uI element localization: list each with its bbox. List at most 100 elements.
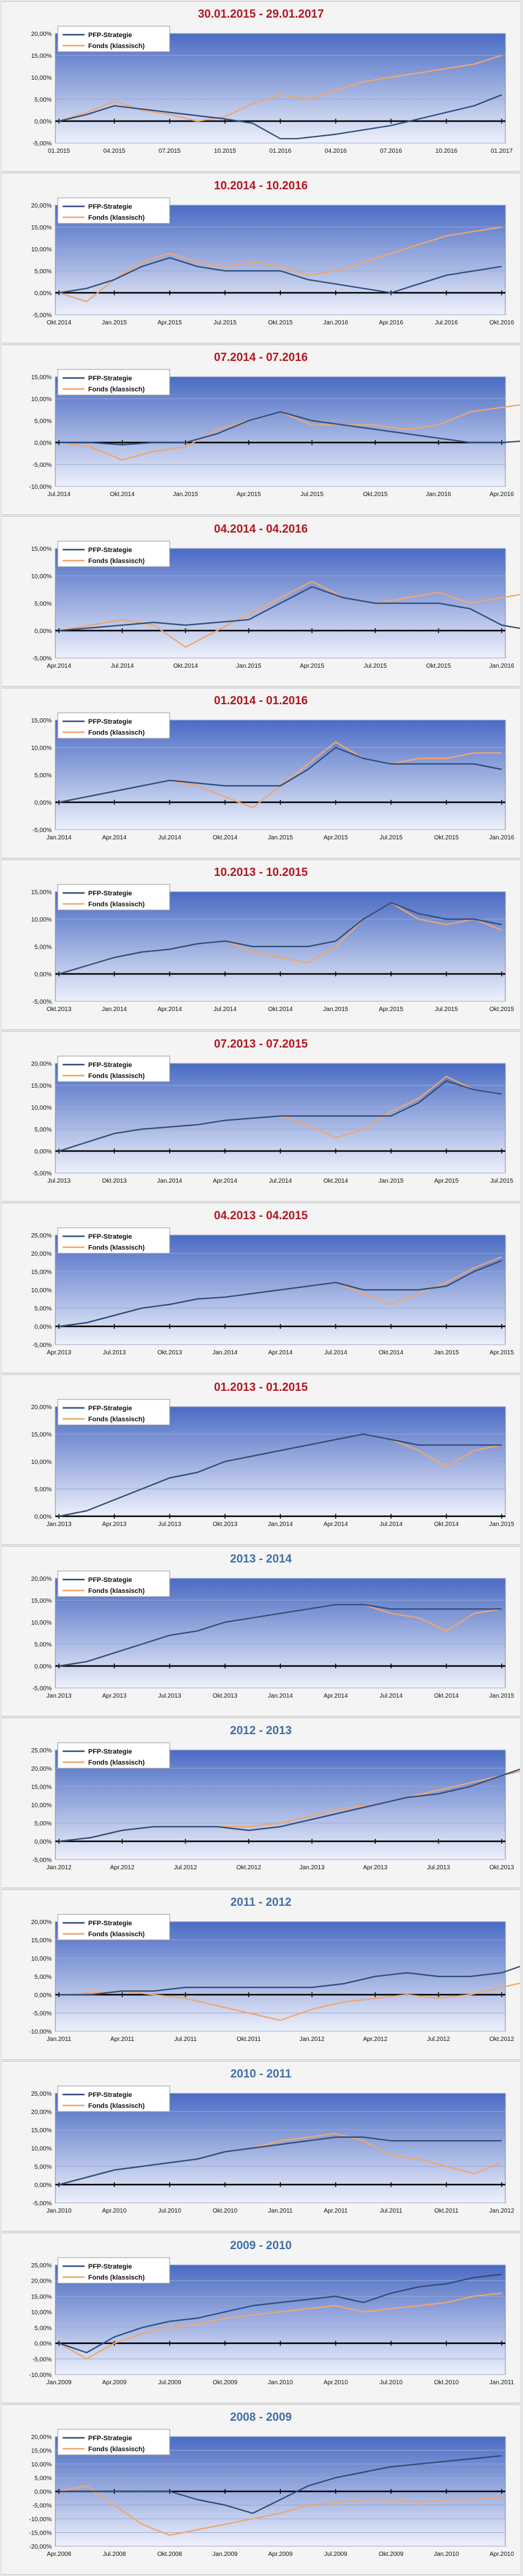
chart-svg: -20,00% -15,00% -10,00% -5,00% 0,00% 5,00% 10,… (29, 2429, 514, 2558)
y-tick-label: 0,00% (35, 971, 52, 978)
x-tick-label: Jan.2015 (102, 320, 127, 326)
y-tick-label: -5,00% (32, 141, 52, 147)
x-tick-label: Jul.2014 (379, 1693, 403, 1699)
legend-label: PFP-Strategie (88, 375, 132, 382)
x-tick-label: Jan.2015 (173, 491, 198, 498)
legend-label: Fonds (klassisch) (88, 729, 145, 737)
x-tick-label: Apr.2009 (102, 2379, 126, 2386)
x-tick-label: Jan.2009 (46, 2379, 72, 2386)
x-tick-label: Okt.2016 (490, 320, 514, 326)
x-tick-label: Apr.2014 (213, 1178, 237, 1185)
y-tick-label: -5,00% (32, 2200, 52, 2207)
legend-box (57, 1055, 170, 1082)
y-tick-label: 10,00% (31, 1459, 52, 1466)
chart-title: 2010 - 2011 (230, 2068, 292, 2081)
chart-panel: 2013 - 2014 -5,00% 0,00% 5,00% 10,00% 15,00% 2… (2, 1546, 520, 1717)
x-tick-label: Jan.2014 (157, 1178, 182, 1185)
chart-svg: -5,00% 0,00% 5,00% 10,00% 15,00% Apr.2014 Jul.… (31, 541, 520, 670)
y-tick-label: 5,00% (35, 772, 52, 779)
x-tick-label: Jan.2012 (299, 2036, 325, 2043)
x-tick-label: Jan.2014 (46, 835, 72, 841)
y-tick-label: 15,00% (31, 374, 52, 381)
x-tick-label: Jul.2014 (47, 491, 71, 498)
chart-svg: -5,00% 0,00% 5,00% 10,00% 15,00% 20,00% 25,00%… (31, 1742, 520, 1871)
x-tick-label: Okt.2013 (102, 1178, 127, 1185)
series-line-pfp-strategie (58, 94, 502, 139)
x-tick-label: Okt.2014 (173, 663, 198, 670)
y-tick-label: 10,00% (31, 745, 52, 752)
x-tick-label: 04.2016 (325, 148, 347, 155)
series-line-pfp-strategie (58, 1433, 502, 1517)
y-tick-label: -5,00% (32, 1342, 52, 1349)
x-tick-label: Apr.2013 (363, 1864, 387, 1871)
x-tick-label: Apr.2014 (102, 835, 126, 841)
x-tick-label: Apr.2014 (268, 1349, 293, 1356)
y-tick-label: 15,00% (31, 2127, 52, 2134)
legend-box (57, 1570, 170, 1597)
y-tick-label: -5,00% (32, 312, 52, 319)
x-tick-label: Jul.2012 (174, 1864, 197, 1871)
legend-label: PFP-Strategie (88, 1405, 132, 1412)
x-tick-label: Apr.2014 (47, 663, 71, 670)
x-tick-label: Jul.2015 (435, 1006, 458, 1013)
y-tick-label: -5,00% (32, 2011, 52, 2017)
y-tick-label: 0,00% (35, 800, 52, 807)
legend: PFP-Strategie Fonds (klassisch) (57, 1914, 170, 1941)
x-tick-label: Okt.2011 (237, 2036, 261, 2043)
x-tick-label: Apr.2009 (268, 2551, 293, 2558)
y-tick-label: 0,00% (35, 2182, 52, 2189)
x-tick-label: Okt.2013 (213, 1693, 238, 1699)
chart-panel: 04.2013 - 04.2015 -5,00% 0,00% 5,00% 10,00% 1… (2, 1203, 520, 1373)
chart-title: 10.2014 - 10.2016 (213, 180, 308, 192)
x-tick-label: Apr.2014 (158, 1006, 182, 1013)
legend-label: PFP-Strategie (88, 547, 132, 554)
y-tick-label: 5,00% (35, 1127, 52, 1133)
x-tick-label: Jul.2015 (490, 1178, 513, 1185)
legend: PFP-Strategie Fonds (klassisch) (57, 2257, 170, 2284)
series-line-pfp-strategie (58, 901, 502, 975)
x-tick-label: Okt.2013 (213, 1521, 238, 1528)
legend-label: Fonds (klassisch) (88, 2446, 145, 2453)
x-tick-label: 07.2016 (380, 148, 403, 155)
legend-label: PFP-Strategie (88, 2263, 132, 2270)
chart-svg: -5,00% 0,00% 5,00% 10,00% 15,00% Jan.2014 Apr.… (31, 712, 514, 841)
x-tick-label: Jan.2016 (489, 663, 514, 670)
series-line-pfp-strategie (58, 257, 502, 294)
legend-label: PFP-Strategie (88, 718, 132, 726)
x-tick-label: Jul.2014 (269, 1178, 292, 1185)
y-tick-label: 10,00% (31, 573, 52, 580)
y-tick-label: -5,00% (32, 462, 52, 469)
series-line-pfp-strategie (58, 746, 502, 803)
x-tick-label: Jul.2014 (158, 835, 181, 841)
y-tick-label: -5,00% (32, 2356, 52, 2363)
y-tick-label: 0,00% (35, 290, 52, 297)
x-tick-label: Okt.2009 (213, 2379, 238, 2386)
x-tick-label: Jan.2012 (489, 2208, 514, 2214)
x-tick-label: Okt.2013 (158, 1349, 182, 1356)
x-tick-label: 04.2015 (103, 148, 126, 155)
x-tick-label: Apr.2013 (102, 1521, 126, 1528)
y-tick-label: 15,00% (31, 1083, 52, 1090)
x-tick-label: Jan.2013 (46, 1693, 72, 1699)
y-tick-label: 5,00% (35, 1486, 52, 1493)
x-tick-label: Jul.2015 (213, 320, 237, 326)
chart-panel: 2011 - 2012 -10,00% -5,00% 0,00% 5,00% 10,00%… (2, 1889, 520, 2060)
x-tick-label: Jan.2012 (46, 1864, 72, 1871)
plot-area (55, 2264, 506, 2375)
legend: PFP-Strategie Fonds (klassisch) (57, 1570, 170, 1597)
x-tick-label: Okt.2012 (490, 2036, 514, 2043)
chart-title: 2009 - 2010 (230, 2239, 292, 2252)
y-tick-label: -5,00% (32, 999, 52, 1006)
legend: PFP-Strategie Fonds (klassisch) (57, 1399, 170, 1426)
x-tick-label: Apr.2016 (490, 491, 514, 498)
chart-svg: 0,00% 5,00% 10,00% 15,00% 20,00% Jan.2013 Apr.… (31, 1399, 514, 1528)
chart-svg: -5,00% 0,00% 5,00% 10,00% 15,00% 20,00% 01.201… (31, 26, 513, 155)
y-tick-label: 20,00% (31, 1404, 52, 1411)
y-tick-label: 20,00% (31, 1766, 52, 1773)
x-tick-label: Okt.2014 (434, 1521, 459, 1528)
x-tick-label: Jul.2014 (324, 1349, 347, 1356)
legend-label: Fonds (klassisch) (88, 43, 145, 50)
y-tick-label: 20,00% (31, 1061, 52, 1068)
legend-label: Fonds (klassisch) (88, 2274, 145, 2281)
